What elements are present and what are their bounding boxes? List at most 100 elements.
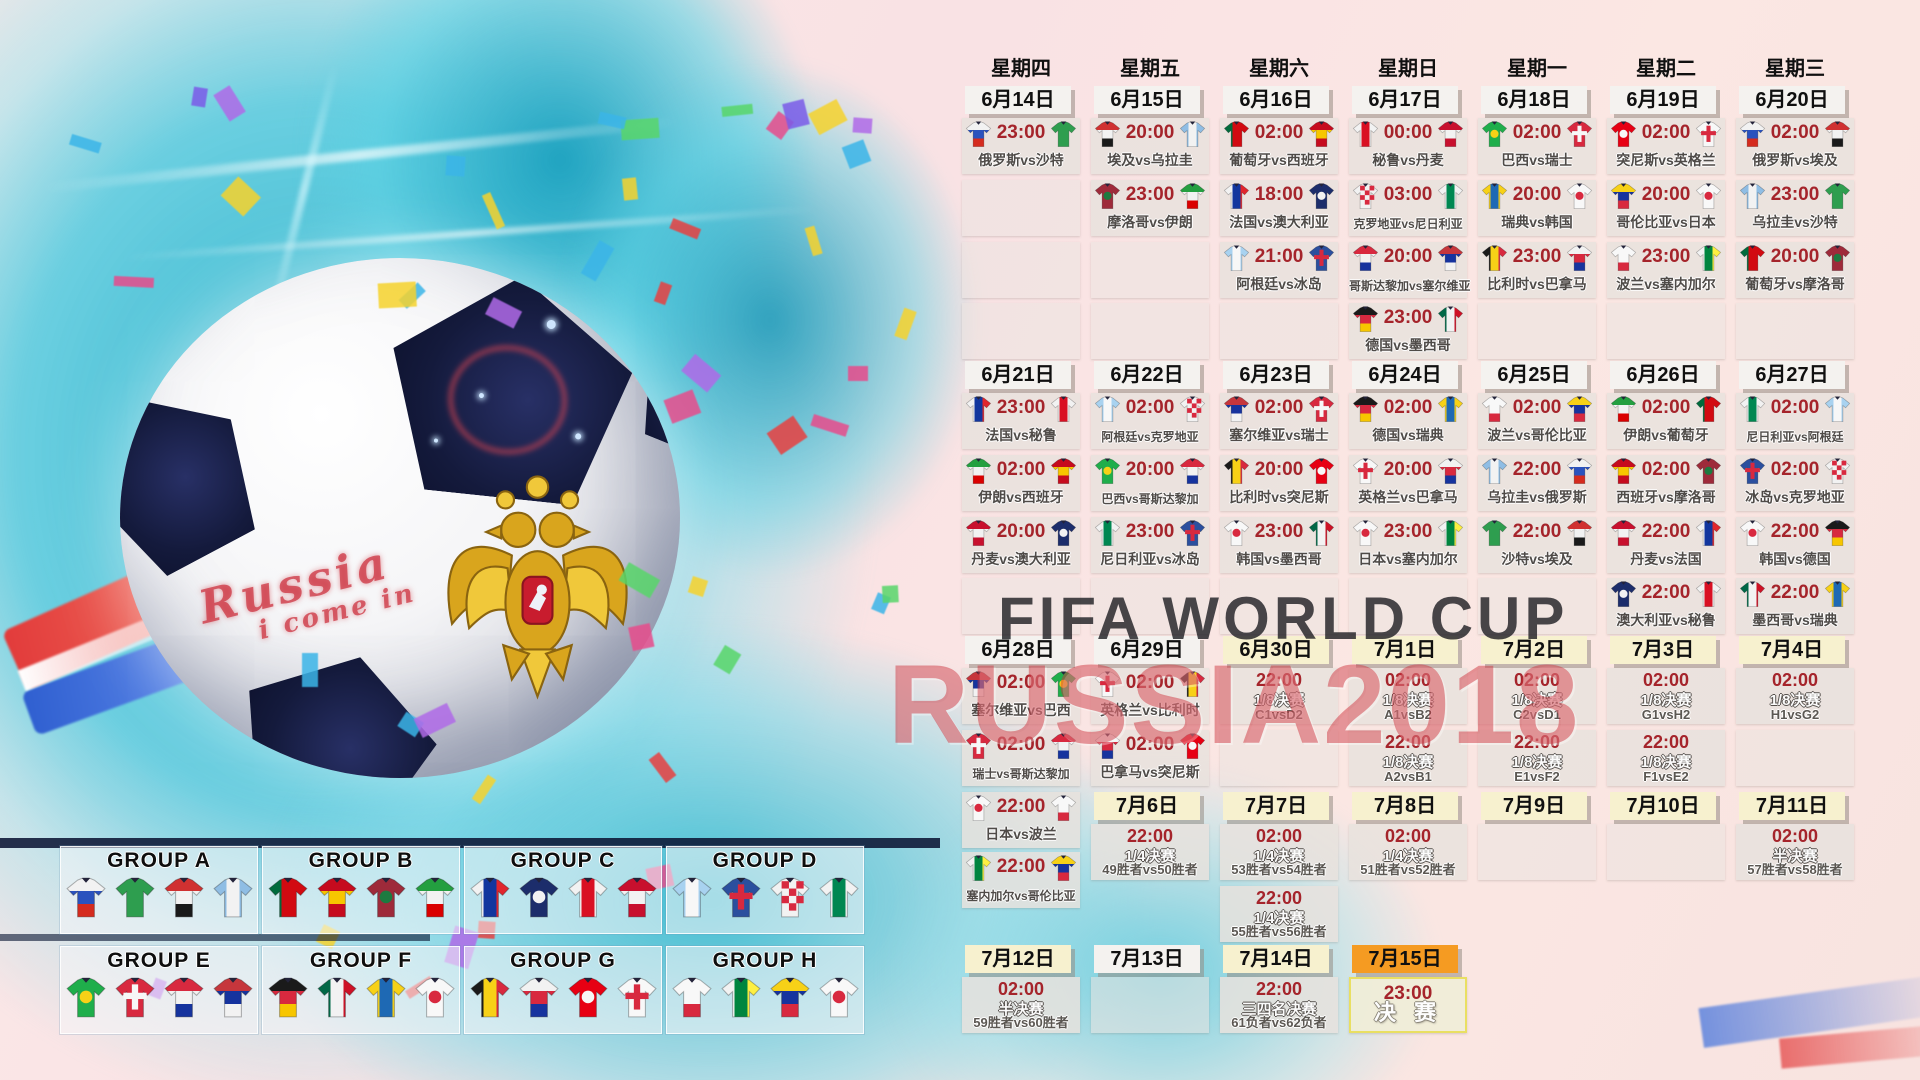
- weekday-label: 星期三: [1765, 58, 1825, 80]
- match-teams: 法国vs澳大利亚: [1229, 214, 1329, 230]
- match-time: 20:00: [1125, 122, 1175, 143]
- match-cell: 02:00 德国vs瑞典: [1349, 393, 1467, 449]
- date-header: 6月25日: [1481, 361, 1587, 389]
- knockout-teams: 51胜者vs52胜者: [1360, 862, 1456, 877]
- match-time: 23:00: [1770, 184, 1820, 205]
- match-time: 02:00: [1771, 826, 1819, 846]
- russia-jersey-icon: [965, 121, 992, 153]
- saudi-jersey-icon: [1050, 121, 1077, 153]
- colombia-jersey-icon: [769, 977, 811, 1024]
- uruguay-jersey-icon: [1481, 458, 1508, 490]
- knockout-cell: 02:00 半决赛 59胜者vs60胜者: [962, 977, 1080, 1033]
- knockout-stage-label: 1/8决赛: [1769, 692, 1821, 709]
- date-header: 7月7日: [1223, 792, 1329, 820]
- knockout-teams: C1vsD2: [1255, 707, 1303, 722]
- match-time: 20:00: [1641, 184, 1691, 205]
- match-time: 22:00: [1126, 826, 1174, 846]
- egypt-jersey-icon: [1824, 121, 1851, 153]
- denmark-jersey-icon: [1437, 121, 1464, 153]
- match-teams: 西班牙vs摩洛哥: [1616, 489, 1716, 505]
- match-time: 22:00: [1770, 582, 1820, 603]
- match-cell: 23:00 法国vs秘鲁: [962, 393, 1080, 449]
- belgium-jersey-icon: [1223, 458, 1250, 490]
- match-cell: 23:00 尼日利亚vs冰岛: [1091, 517, 1209, 573]
- match-time: 02:00: [1770, 459, 1820, 480]
- match-teams: 波兰vs哥伦比亚: [1487, 427, 1587, 443]
- match-time: 23:00: [1512, 246, 1562, 267]
- match-time: 02:00: [1383, 397, 1433, 418]
- match-teams: 日本vs塞内加尔: [1358, 551, 1458, 567]
- sweden-jersey-icon: [365, 977, 407, 1024]
- portugal-jersey-icon: [1223, 121, 1250, 153]
- match-teams: 尼日利亚vs阿根廷: [1746, 430, 1844, 444]
- sweden-jersey-icon: [1824, 581, 1851, 613]
- match-cell: 02:00 伊朗vs葡萄牙: [1607, 393, 1725, 449]
- spain-jersey-icon: [1610, 458, 1637, 490]
- match-teams: 阿根廷vs克罗地亚: [1101, 430, 1199, 444]
- match-time: 22:00: [1770, 521, 1820, 542]
- match-cell: 02:00 葡萄牙vs西班牙: [1220, 118, 1338, 174]
- group-label: GROUP F: [309, 949, 413, 972]
- empty-cell: [1607, 303, 1725, 359]
- croatia-jersey-icon: [1824, 458, 1851, 490]
- match-teams: 巴西vs瑞士: [1501, 152, 1573, 168]
- match-time: 02:00: [1125, 672, 1175, 693]
- brazil-jersey-icon: [65, 977, 107, 1024]
- knockout-stage-label: 1/4决赛: [1382, 848, 1434, 865]
- serbia-jersey-icon: [212, 977, 254, 1024]
- match-cell: 03:00 克罗地亚vs尼日利亚: [1349, 180, 1467, 236]
- match-time: 20:00: [1383, 459, 1433, 480]
- date-header: 7月2日: [1481, 636, 1587, 664]
- match-time: 02:00: [1254, 397, 1304, 418]
- mexico-jersey-icon: [1308, 520, 1335, 552]
- match-cell: 20:00 丹麦vs澳大利亚: [962, 517, 1080, 573]
- knockout-stage-label: 1/4决赛: [1253, 848, 1305, 865]
- belgium-jersey-icon: [1481, 245, 1508, 277]
- match-time: 03:00: [1383, 184, 1433, 205]
- croatia-jersey-icon: [769, 877, 811, 924]
- match-teams: 丹麦vs法国: [1630, 551, 1702, 567]
- match-time: 00:00: [1383, 122, 1433, 143]
- argentina-jersey-icon: [1223, 245, 1250, 277]
- match-cell: 22:00 沙特vs埃及: [1478, 517, 1596, 573]
- weekday-label: 星期日: [1378, 58, 1438, 80]
- group-label: GROUP A: [107, 849, 211, 872]
- panama-jersey-icon: [1437, 458, 1464, 490]
- germany-jersey-icon: [1352, 306, 1379, 338]
- match-teams: 德国vs瑞典: [1372, 427, 1444, 443]
- match-teams: 瑞典vs韩国: [1501, 214, 1573, 230]
- spain-jersey-icon: [316, 877, 358, 924]
- colombia-jersey-icon: [1566, 396, 1593, 428]
- match-cell: 00:00 秘鲁vs丹麦: [1349, 118, 1467, 174]
- iceland-jersey-icon: [1739, 458, 1766, 490]
- group-jerseys: [465, 877, 661, 924]
- match-cell: 20:00 哥斯达黎加vs塞尔维亚: [1349, 242, 1470, 298]
- match-cell: 02:00 瑞士vs哥斯达黎加: [962, 730, 1080, 786]
- match-time: 20:00: [996, 521, 1046, 542]
- match-cell: 02:00 塞尔维亚vs瑞士: [1220, 393, 1338, 449]
- match-cell: 20:00 瑞典vs韩国: [1478, 180, 1596, 236]
- match-time: 22:00: [1512, 459, 1562, 480]
- uruguay-jersey-icon: [212, 877, 254, 924]
- match-time: 22:00: [1512, 521, 1562, 542]
- match-time: 23:00: [1254, 521, 1304, 542]
- date-header: 6月23日: [1223, 361, 1329, 389]
- match-time: 21:00: [1254, 246, 1304, 267]
- knockout-cell: 22:00 三四名决赛 61负者vs62负者: [1220, 977, 1338, 1033]
- knockout-cell: 22:00 1/4决赛 55胜者vs56胜者: [1220, 886, 1338, 942]
- knockout-cell: 02:00 1/8决赛 H1vsG2: [1736, 668, 1854, 724]
- peru-jersey-icon: [1695, 581, 1722, 613]
- group-box: GROUP E: [60, 946, 258, 1034]
- match-time: 02:00: [1642, 670, 1690, 690]
- costarica-jersey-icon: [1179, 458, 1206, 490]
- empty-cell: [1607, 824, 1725, 880]
- match-cell: 23:00 韩国vs墨西哥: [1220, 517, 1338, 573]
- group-jerseys: [61, 877, 257, 924]
- match-time: 22:00: [996, 856, 1046, 877]
- match-time: 02:00: [1641, 397, 1691, 418]
- denmark-jersey-icon: [616, 877, 658, 924]
- match-time: 22:00: [1642, 732, 1690, 752]
- match-teams: 墨西哥vs瑞典: [1752, 612, 1838, 628]
- match-cell: 22:00 日本vs波兰: [962, 792, 1080, 848]
